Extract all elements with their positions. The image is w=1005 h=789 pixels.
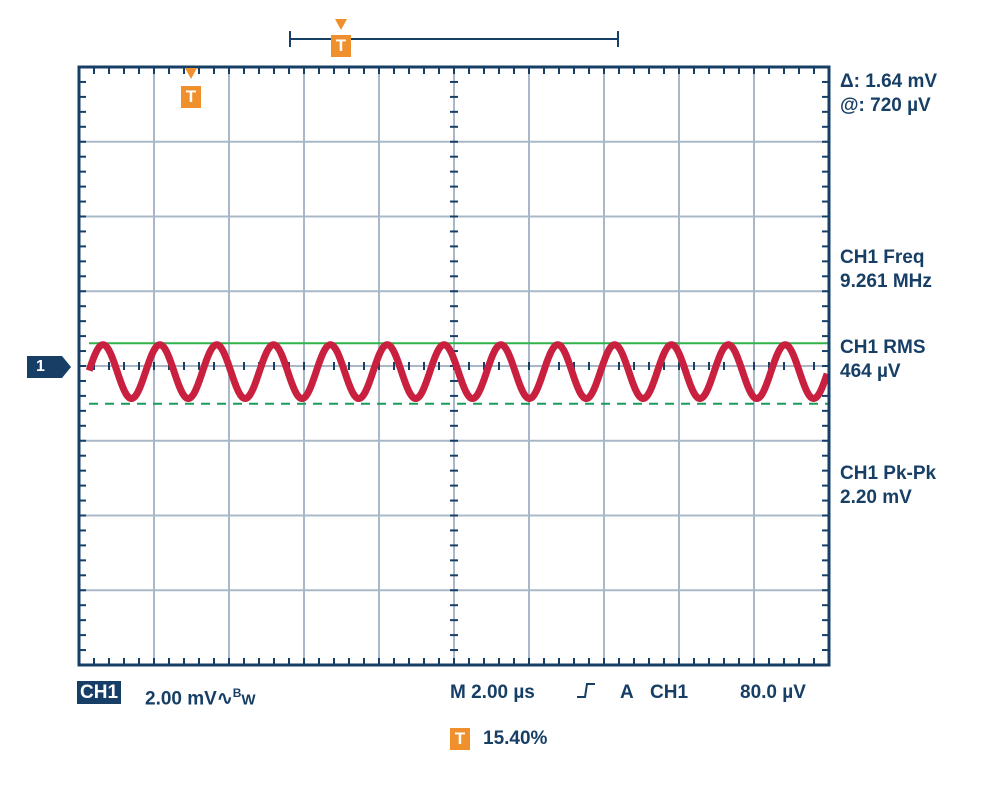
cursor-delta: Δ: 1.64 mV bbox=[840, 71, 938, 92]
bw-label-w: W bbox=[241, 691, 256, 709]
channel-badge[interactable]: CH1 bbox=[77, 681, 122, 704]
vertical-scale-value: 2.00 mV bbox=[145, 688, 217, 710]
channel-1-ground-marker[interactable] bbox=[27, 356, 71, 378]
measurement-freq-value: 9.261 MHz bbox=[840, 271, 932, 292]
cursor-at: @: 720 µV bbox=[840, 95, 931, 116]
trigger-position-icon: T bbox=[450, 728, 470, 750]
waveform-trace bbox=[85, 341, 831, 402]
record-trigger-marker: T bbox=[331, 35, 351, 57]
measurement-rms-value: 464 µV bbox=[840, 361, 901, 382]
trigger-position-percent: 15.40% bbox=[483, 728, 548, 749]
trigger-position-marker[interactable]: T bbox=[181, 86, 201, 108]
trigger-position-arrow-icon bbox=[185, 68, 197, 79]
timebase: M 2.00 µs bbox=[450, 682, 535, 703]
channel-marker-label: 1 bbox=[36, 358, 45, 375]
trigger-mode: A bbox=[620, 682, 634, 703]
trigger-source: CH1 bbox=[650, 682, 689, 703]
record-trigger-arrow-icon bbox=[335, 19, 347, 30]
trigger-rising-edge-icon bbox=[577, 683, 595, 698]
measurement-freq-label: CH1 Freq bbox=[840, 247, 925, 268]
bandwidth-limit-icon: ∿ bbox=[216, 688, 233, 710]
bw-label-b: B bbox=[232, 686, 242, 700]
measurement-rms-label: CH1 RMS bbox=[840, 337, 926, 358]
trigger-level: 80.0 µV bbox=[740, 682, 806, 703]
measurement-pkpk-label: CH1 Pk-Pk bbox=[840, 463, 937, 484]
plot-frame bbox=[77, 65, 831, 667]
measurement-pkpk-value: 2.20 mV bbox=[840, 487, 912, 508]
ch1-waveform bbox=[85, 341, 831, 402]
vertical-scale: 2.00 mV∿BW bbox=[145, 681, 256, 712]
